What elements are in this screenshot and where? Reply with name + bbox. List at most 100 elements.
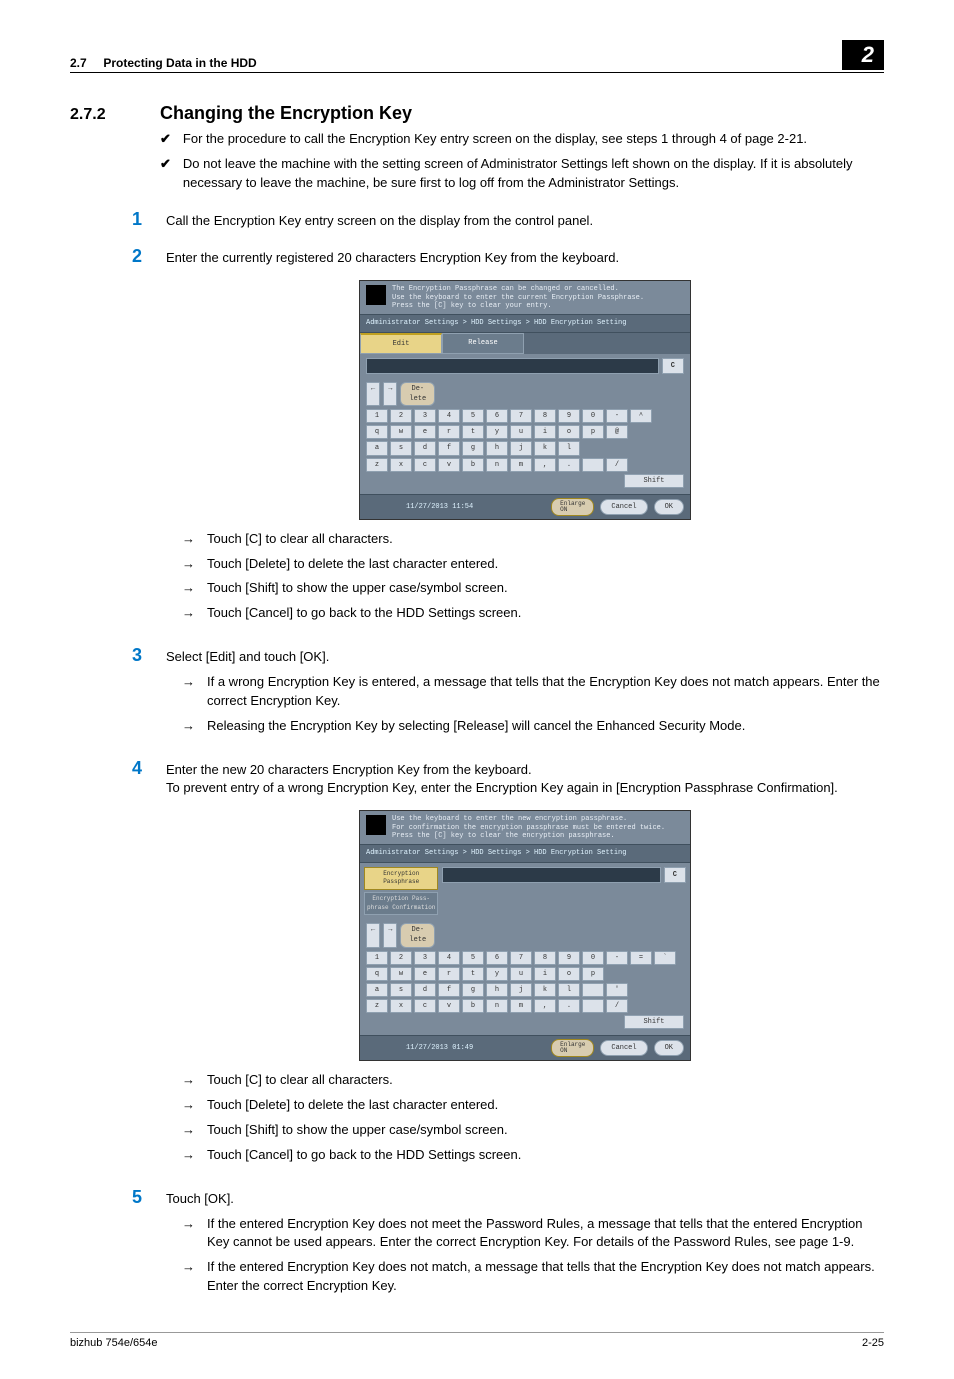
keyboard-key[interactable]: f [438,983,460,997]
keyboard-key[interactable]: u [510,967,532,981]
keyboard-key[interactable]: / [606,458,628,472]
keyboard-key[interactable]: r [438,425,460,439]
keyboard-key[interactable]: p [582,425,604,439]
arrow-right-icon[interactable]: → [383,382,397,406]
keyboard-key[interactable]: y [486,425,508,439]
keyboard-key[interactable]: l [558,441,580,455]
tab-edit[interactable]: Edit [360,333,442,354]
keyboard-key[interactable]: 0 [582,409,604,423]
keyboard-key[interactable]: x [390,999,412,1013]
keyboard-key[interactable]: m [510,999,532,1013]
keyboard-key[interactable]: 1 [366,951,388,965]
keyboard-key[interactable]: z [366,458,388,472]
tab-encryption-passphrase[interactable]: Encryption Passphrase [364,867,438,890]
keyboard-key[interactable]: . [558,458,580,472]
keyboard-key[interactable]: 2 [390,409,412,423]
keyboard-key[interactable]: h [486,983,508,997]
keyboard-key[interactable]: i [534,425,556,439]
keyboard-key[interactable]: i [534,967,556,981]
keyboard-key[interactable]: j [510,983,532,997]
tab-release[interactable]: Release [442,333,524,354]
keyboard-key[interactable]: a [366,983,388,997]
keyboard-key[interactable]: e [414,425,436,439]
keyboard-key[interactable]: 6 [486,951,508,965]
keyboard-key[interactable]: h [486,441,508,455]
keyboard-key[interactable]: d [414,983,436,997]
arrow-left-icon[interactable]: ← [366,382,380,406]
keyboard-key[interactable]: r [438,967,460,981]
keyboard-key[interactable]: m [510,458,532,472]
keyboard-key[interactable]: q [366,967,388,981]
keyboard-key[interactable]: - [606,409,628,423]
keyboard-key[interactable]: , [534,458,556,472]
keyboard-key[interactable]: a [366,441,388,455]
keyboard-key[interactable]: ^ [630,409,652,423]
enlarge-button[interactable]: Enlarge ON [551,1039,594,1057]
keyboard-key[interactable]: y [486,967,508,981]
keyboard-key[interactable]: / [606,999,628,1013]
shift-button[interactable]: Shift [624,474,684,488]
keyboard-key[interactable]: ` [654,951,676,965]
keyboard-key[interactable]: d [414,441,436,455]
keyboard-key[interactable]: 5 [462,409,484,423]
enlarge-button[interactable]: Enlarge ON [551,498,594,516]
keyboard-key[interactable]: v [438,999,460,1013]
keyboard-key[interactable]: ' [606,983,628,997]
keyboard-key[interactable] [582,458,604,472]
keyboard-key[interactable]: 0 [582,951,604,965]
keyboard-key[interactable]: @ [606,425,628,439]
arrow-right-icon[interactable]: → [383,923,397,947]
keyboard-key[interactable]: 4 [438,409,460,423]
keyboard-key[interactable]: t [462,425,484,439]
cancel-button[interactable]: Cancel [600,1040,647,1056]
cancel-button[interactable]: Cancel [600,499,647,515]
keyboard-key[interactable]: s [390,983,412,997]
keyboard-key[interactable]: = [630,951,652,965]
keyboard-key[interactable]: g [462,441,484,455]
keyboard-key[interactable]: 9 [558,951,580,965]
keyboard-key[interactable]: , [534,999,556,1013]
keyboard-key[interactable] [582,983,604,997]
keyboard-key[interactable]: 2 [390,951,412,965]
keyboard-key[interactable]: w [390,967,412,981]
keyboard-key[interactable]: c [414,999,436,1013]
arrow-left-icon[interactable]: ← [366,923,380,947]
clear-button[interactable]: C [662,358,684,374]
keyboard-key[interactable]: 8 [534,951,556,965]
keyboard-key[interactable]: x [390,458,412,472]
keyboard-key[interactable]: 9 [558,409,580,423]
shift-button[interactable]: Shift [624,1015,684,1029]
keyboard-key[interactable]: f [438,441,460,455]
keyboard-key[interactable]: w [390,425,412,439]
keyboard-key[interactable]: b [462,458,484,472]
keyboard-key[interactable]: q [366,425,388,439]
keyboard-key[interactable]: - [606,951,628,965]
keyboard-key[interactable]: p [582,967,604,981]
keyboard-key[interactable]: 3 [414,409,436,423]
passphrase-input[interactable] [442,867,660,883]
keyboard-key[interactable]: v [438,458,460,472]
keyboard-key[interactable]: e [414,967,436,981]
keyboard-key[interactable]: j [510,441,532,455]
keyboard-key[interactable] [582,999,604,1013]
keyboard-key[interactable]: t [462,967,484,981]
keyboard-key[interactable]: z [366,999,388,1013]
ok-button[interactable]: OK [654,499,684,515]
delete-button[interactable]: De- lete [400,382,435,406]
keyboard-key[interactable]: c [414,458,436,472]
keyboard-key[interactable]: b [462,999,484,1013]
clear-button[interactable]: C [664,867,686,883]
keyboard-key[interactable]: o [558,425,580,439]
ok-button[interactable]: OK [654,1040,684,1056]
keyboard-key[interactable]: 1 [366,409,388,423]
keyboard-key[interactable]: . [558,999,580,1013]
delete-button[interactable]: De- lete [400,923,435,947]
keyboard-key[interactable]: k [534,441,556,455]
keyboard-key[interactable]: n [486,458,508,472]
keyboard-key[interactable]: o [558,967,580,981]
keyboard-key[interactable]: 8 [534,409,556,423]
keyboard-key[interactable]: l [558,983,580,997]
keyboard-key[interactable]: u [510,425,532,439]
keyboard-key[interactable]: 7 [510,409,532,423]
passphrase-input[interactable] [366,358,659,374]
